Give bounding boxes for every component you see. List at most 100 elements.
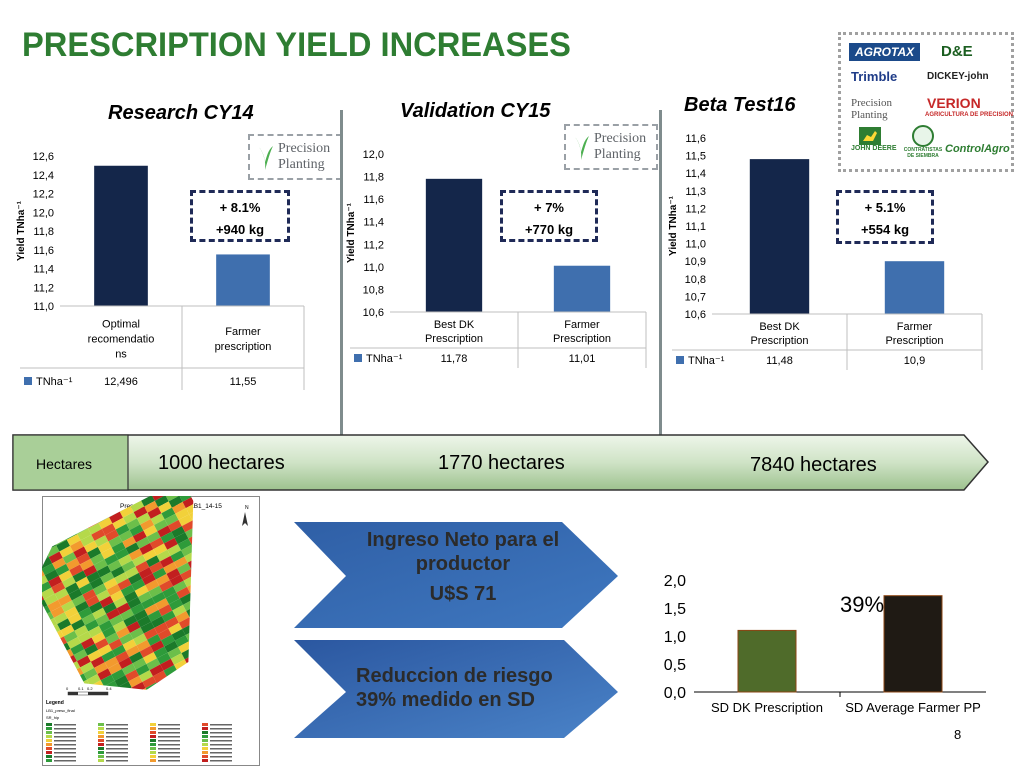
y-tick-label: 1,0 — [664, 629, 686, 646]
sponsor-logos: AGROTAX D&E Trimble DICKEY-john Precisio… — [838, 32, 1014, 172]
y-tick-label: 11,4 — [363, 217, 384, 229]
sponsor-agrotax: AGROTAX — [849, 43, 921, 61]
legend-entry — [106, 740, 128, 742]
legend-swatch — [46, 723, 52, 726]
legend-swatch — [202, 731, 208, 734]
section-title-validation: Validation CY15 — [400, 100, 551, 122]
y-tick-label: 11,6 — [685, 133, 706, 145]
legend-entry — [158, 740, 180, 742]
legend-entry — [54, 736, 76, 738]
y-tick-label: 11,2 — [685, 203, 706, 215]
legend-entry — [158, 752, 180, 754]
y-tick-label: 10,9 — [685, 256, 706, 268]
chevron-arrows — [294, 522, 618, 738]
legend-entry — [54, 748, 76, 750]
sponsor-verion: VERION — [927, 95, 981, 111]
legend-entry — [54, 752, 76, 754]
legend-entry — [210, 732, 232, 734]
category-label: Best DK — [434, 319, 475, 331]
legend-swatch — [150, 739, 156, 742]
legend-swatch — [98, 759, 104, 762]
legend-swatch — [46, 743, 52, 746]
sponsor-contratistas: CONTRATISTAS DE SIEMBRA — [903, 147, 943, 159]
bar — [425, 178, 483, 312]
legend-key — [24, 377, 32, 385]
legend-swatch — [202, 743, 208, 746]
legend-entry — [54, 756, 76, 758]
chart-validation-cy15: 10,6 10,8 11,0 11,2 11,4 11,6 11,8 12,0 Yield TN… — [346, 149, 647, 368]
y-tick-label: 11,4 — [33, 264, 54, 276]
legend-swatch — [46, 759, 52, 762]
category-label: Optimal — [102, 319, 140, 331]
legend-swatch — [150, 727, 156, 730]
legend-entry — [106, 728, 128, 730]
y-tick-label: 11,0 — [33, 301, 54, 313]
legend-entry — [54, 732, 76, 734]
chart-beta-test16: 10,6 10,7 10,8 10,9 11,0 11,1 11,2 11,3 11,4 11,5… — [668, 133, 983, 370]
legend-swatch — [46, 751, 52, 754]
category-label: prescription — [215, 341, 272, 353]
category-label: Prescription — [750, 335, 808, 347]
legend-swatch — [98, 723, 104, 726]
legend-swatch — [202, 735, 208, 738]
legend-entry — [158, 732, 180, 734]
page-number: 8 — [954, 727, 962, 742]
legend-swatch — [150, 735, 156, 738]
y-tick-label: 11,8 — [363, 172, 384, 184]
legend-entry — [54, 740, 76, 742]
sponsor-precision-planting: Precision Planting — [851, 97, 892, 121]
precision-planting-wordmark: Precision Planting — [278, 141, 331, 172]
legend-entry — [158, 724, 180, 726]
legend-key — [676, 356, 684, 364]
legend-swatch — [202, 727, 208, 730]
y-tick-label: 11,6 — [363, 194, 384, 206]
category-label: Prescription — [553, 333, 611, 345]
legend-entry — [210, 744, 232, 746]
north-label: N — [245, 505, 249, 511]
hectares-banner — [12, 434, 989, 491]
y-tick-label: 11,0 — [363, 262, 384, 274]
increase-box-validation: + 7% +770 kg — [500, 190, 598, 242]
sponsor-de: D&E — [941, 43, 973, 60]
y-axis-label: Yield TNha⁻¹ — [668, 195, 679, 256]
y-axis-label: Yield TNha⁻¹ — [16, 200, 27, 261]
y-axis-label: Yield TNha⁻¹ — [346, 202, 357, 263]
legend-swatch — [202, 755, 208, 758]
bar — [884, 261, 945, 314]
legend-swatch — [150, 731, 156, 734]
category-label: Farmer — [225, 326, 261, 338]
legend-swatch — [150, 755, 156, 758]
y-tick-label: 10,6 — [363, 307, 384, 319]
y-tick-label: 10,8 — [685, 274, 706, 286]
section-title-research: Research CY14 — [108, 102, 254, 124]
legend-entry — [210, 748, 232, 750]
section-title-beta: Beta Test16 — [684, 94, 796, 116]
y-tick-label: 12,4 — [33, 170, 54, 182]
legend-entry — [106, 760, 128, 762]
legend-entry — [106, 744, 128, 746]
legend-entry — [210, 756, 232, 758]
legend-entry — [106, 748, 128, 750]
legend-entry — [210, 740, 232, 742]
y-tick-label: 11,1 — [685, 221, 706, 233]
y-tick-label: 12,6 — [33, 151, 54, 163]
bar — [883, 595, 943, 693]
sponsor-dickey-john: DICKEY-john — [927, 71, 989, 82]
legend-entry — [158, 760, 180, 762]
category-label: Best DK — [759, 321, 800, 333]
legend-swatch — [98, 727, 104, 730]
section-divider — [659, 110, 662, 490]
page-title: PRESCRIPTION YIELD INCREASES — [22, 26, 571, 64]
category-label: Farmer — [897, 321, 933, 333]
legend-swatch — [46, 747, 52, 750]
y-tick-label: 2,0 — [664, 573, 686, 590]
precision-planting-logo: Precision Planting — [564, 124, 658, 170]
svg-text:0.2: 0.2 — [87, 686, 93, 691]
y-tick-label: 0,5 — [664, 657, 686, 674]
table-value: 12,496 — [104, 376, 138, 388]
y-tick-label: 10,6 — [685, 309, 706, 321]
table-value: 11,55 — [230, 376, 257, 388]
table-value: 11,01 — [569, 353, 596, 365]
category-label: SD Average Farmer PP — [845, 700, 981, 715]
legend-entry — [210, 736, 232, 738]
